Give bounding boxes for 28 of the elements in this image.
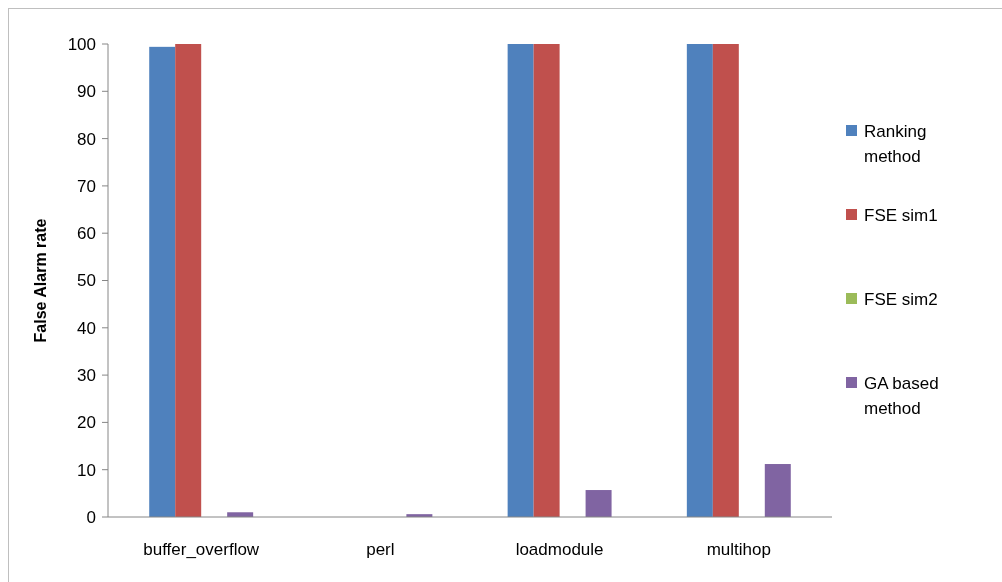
y-tick-label: 0 (86, 507, 96, 527)
bar (686, 44, 713, 517)
x-tick-label: perl (366, 540, 395, 559)
x-tick-label: buffer_overflow (143, 540, 260, 559)
x-tick-label: loadmodule (515, 540, 604, 559)
y-tick-label: 60 (77, 224, 96, 244)
x-tick-label: multihop (706, 540, 771, 559)
y-tick-label: 40 (77, 318, 96, 338)
y-tick-label: 30 (77, 366, 96, 386)
bar (585, 490, 612, 517)
y-tick-label: 70 (77, 176, 96, 196)
bar (764, 464, 791, 517)
bar (533, 44, 560, 517)
bar (712, 44, 739, 517)
y-axis-title: False Alarm rate (32, 218, 49, 343)
y-tick-label: 10 (77, 460, 96, 480)
bar (149, 46, 176, 517)
y-tick-label: 80 (77, 129, 96, 149)
y-tick-label: 90 (77, 82, 96, 102)
y-tick-label: 100 (67, 34, 96, 54)
legend-label: FSE sim2 (864, 289, 938, 309)
legend-label: FSE sim1 (864, 205, 938, 225)
bar (507, 44, 534, 517)
legend-label: GA based method (864, 373, 939, 419)
y-tick-label: 20 (77, 413, 96, 433)
bar (175, 44, 202, 517)
y-tick-label: 50 (77, 271, 96, 291)
legend-label: Ranking method (864, 121, 927, 167)
